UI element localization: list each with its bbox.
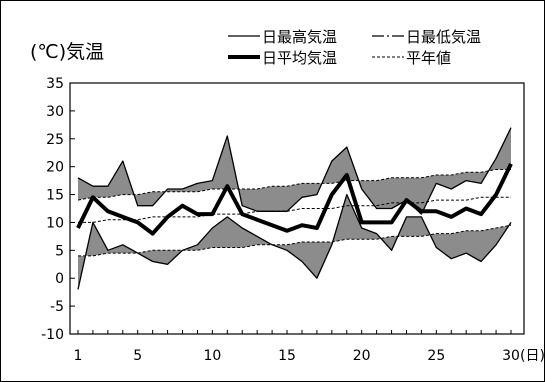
- series-line-normal-mean: [78, 196, 511, 223]
- y-axis-label: (℃)気温: [30, 41, 104, 63]
- x-tick-label: 20: [353, 348, 371, 364]
- y-tick-label: 15: [46, 188, 64, 204]
- min-anomaly-fill: [78, 194, 511, 290]
- anomaly-fills: [78, 127, 511, 290]
- series-line-max: [77, 127, 512, 215]
- legend-label-mean: 日平均気温: [262, 49, 337, 67]
- series-line-normal-min: [78, 224, 512, 257]
- y-tick-label: 0: [55, 271, 64, 287]
- x-tick-label: 15: [278, 348, 296, 364]
- y-tick-label: 25: [46, 132, 64, 148]
- x-tick-label: 25: [427, 348, 445, 364]
- x-tick-label: 10: [203, 348, 221, 364]
- x-tick-label: 30: [502, 348, 520, 364]
- x-tick-label: 1: [74, 348, 83, 364]
- legend-label-normal: 平年値: [406, 49, 451, 67]
- y-tick-label: 10: [46, 215, 64, 231]
- series-line-min: [77, 193, 512, 290]
- y-tick-label: -5: [50, 299, 64, 315]
- y-axis: -10 -5 0 5 10 15 20 25 30 35: [41, 76, 75, 343]
- legend: 日最高気温 日最低気温 日平均気温 平年値: [228, 28, 481, 67]
- y-tick-label: 5: [55, 243, 64, 259]
- y-tick-label: -10: [41, 327, 64, 343]
- y-tick-label: 30: [46, 104, 64, 120]
- legend-label-min: 日最低気温: [406, 28, 481, 46]
- plot-area: [69, 82, 525, 335]
- legend-label-max: 日最高気温: [262, 28, 337, 46]
- max-anomaly-fill: [78, 127, 511, 215]
- series-line-normal-max: [77, 169, 511, 201]
- x-axis: 1 5 10 15 20 25 30 (日): [74, 330, 545, 364]
- y-tick-label: 20: [46, 160, 64, 176]
- series-lines: [76, 127, 513, 290]
- x-tick-label: 5: [133, 348, 142, 364]
- series-line-mean: [76, 163, 513, 236]
- y-tick-label: 35: [46, 76, 64, 92]
- x-axis-unit: (日): [520, 348, 545, 364]
